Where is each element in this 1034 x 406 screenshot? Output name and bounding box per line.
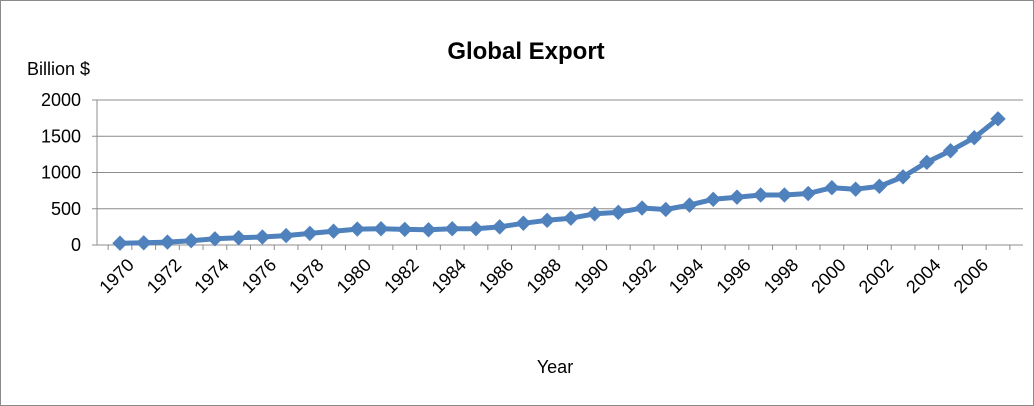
x-tick-label: 1992 bbox=[617, 255, 659, 297]
data-point-marker bbox=[895, 169, 911, 185]
data-point-marker bbox=[847, 181, 864, 197]
data-point-marker bbox=[112, 235, 128, 251]
x-tick-label: 2000 bbox=[807, 255, 849, 297]
x-tick-label: 1990 bbox=[570, 255, 612, 297]
series-line bbox=[117, 116, 1001, 246]
y-tick-label: 1500 bbox=[41, 126, 81, 146]
data-point-marker bbox=[136, 235, 152, 251]
data-point-marker bbox=[871, 178, 888, 194]
data-point-marker bbox=[491, 219, 508, 235]
y-tick-labels: 0 500 1000 1500 2000 bbox=[41, 90, 81, 255]
x-tick-label: 1978 bbox=[285, 255, 327, 297]
data-point-marker bbox=[444, 220, 460, 237]
x-tick-label: 1994 bbox=[665, 255, 707, 297]
data-point-marker bbox=[966, 129, 982, 146]
x-tick-label: 2002 bbox=[855, 255, 897, 297]
x-tick-label: 1970 bbox=[95, 255, 137, 297]
data-point-marker bbox=[325, 223, 342, 239]
data-point-marker bbox=[563, 210, 579, 226]
data-point-marker bbox=[183, 232, 199, 249]
data-point-marker bbox=[729, 189, 745, 205]
series-markers bbox=[112, 111, 1006, 251]
data-point-marker bbox=[634, 200, 650, 216]
chart-title: Global Export bbox=[447, 38, 604, 65]
data-point-marker bbox=[942, 143, 959, 159]
data-point-marker bbox=[159, 234, 176, 250]
x-tick-label: 2004 bbox=[902, 255, 944, 297]
series-line-path bbox=[117, 116, 1001, 246]
data-point-marker bbox=[990, 111, 1006, 127]
x-tick-label: 1998 bbox=[760, 255, 802, 297]
x-tick-label: 1974 bbox=[190, 255, 232, 297]
data-point-marker bbox=[397, 221, 413, 238]
x-tick-label: 1988 bbox=[523, 255, 565, 297]
data-point-marker bbox=[586, 206, 603, 222]
data-point-marker bbox=[254, 229, 271, 245]
x-tick-labels: 1970 1972 1974 1976 1978 1980 1982 1984 1986 1988… bbox=[95, 255, 992, 297]
data-point-marker bbox=[349, 221, 366, 237]
y-tick-label: 2000 bbox=[41, 90, 81, 110]
data-point-marker bbox=[373, 220, 389, 237]
data-point-marker bbox=[919, 154, 935, 171]
data-point-marker bbox=[681, 197, 698, 213]
y-axis-label: Billion $ bbox=[27, 59, 90, 79]
x-tick-label: 1982 bbox=[380, 255, 422, 297]
x-tick-label: 1976 bbox=[238, 255, 280, 297]
data-point-marker bbox=[752, 187, 769, 203]
data-point-marker bbox=[468, 220, 484, 237]
data-point-marker bbox=[278, 227, 294, 244]
data-point-marker bbox=[230, 230, 247, 246]
y-tick-label: 1000 bbox=[41, 163, 81, 183]
data-point-marker bbox=[658, 201, 674, 218]
x-tick-label: 2006 bbox=[950, 255, 992, 297]
gridlines bbox=[97, 99, 1023, 210]
data-point-marker bbox=[705, 191, 721, 208]
x-tick-label: 1984 bbox=[428, 255, 470, 297]
data-point-marker bbox=[776, 187, 793, 203]
data-point-marker bbox=[539, 212, 555, 229]
x-tick-label: 1996 bbox=[712, 255, 754, 297]
data-point-marker bbox=[207, 231, 223, 247]
x-tick-label: 1972 bbox=[143, 255, 185, 297]
x-tick-label: 1980 bbox=[333, 255, 375, 297]
data-point-marker bbox=[800, 185, 816, 202]
y-tick-label: 0 bbox=[71, 235, 81, 255]
data-point-marker bbox=[302, 225, 318, 242]
x-tick-label: 1986 bbox=[475, 255, 517, 297]
x-axis-label: Year bbox=[537, 357, 573, 377]
data-point-marker bbox=[824, 180, 840, 196]
data-point-marker bbox=[610, 204, 627, 221]
data-point-marker bbox=[515, 215, 532, 231]
axes bbox=[92, 99, 1023, 250]
y-tick-label: 500 bbox=[51, 199, 81, 219]
data-point-marker bbox=[420, 222, 437, 238]
